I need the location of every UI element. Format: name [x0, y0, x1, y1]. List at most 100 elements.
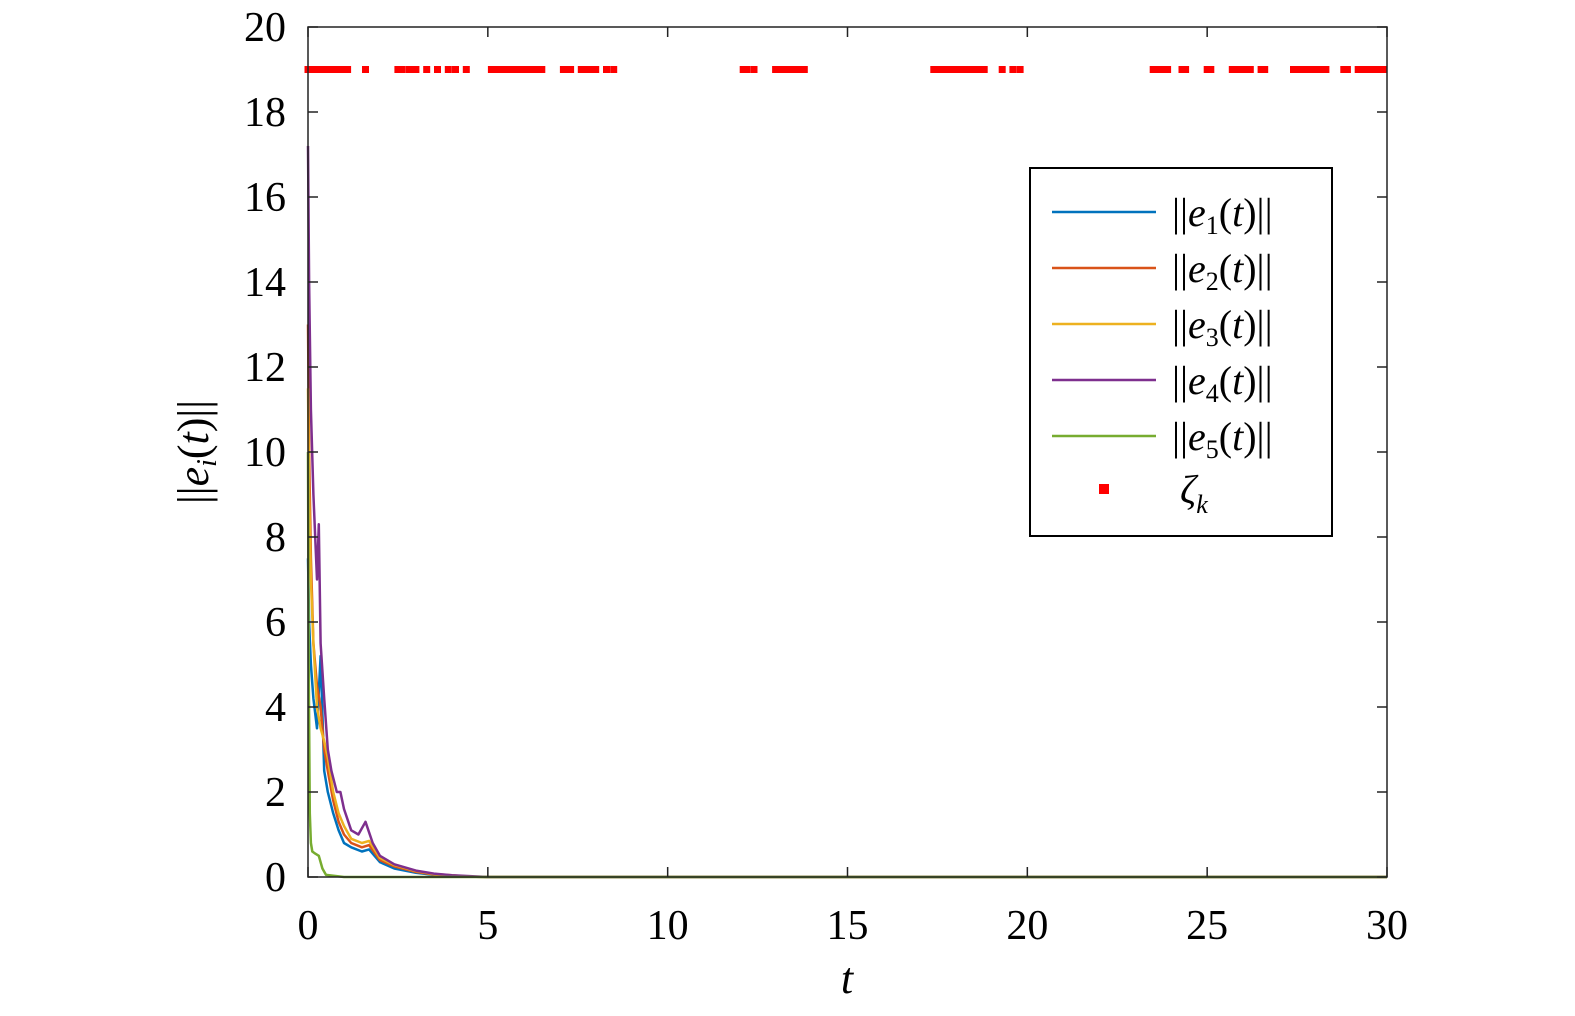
event-marker: [1361, 66, 1369, 73]
event-marker: [1365, 66, 1373, 73]
x-tick-label: 25: [1186, 903, 1228, 949]
event-marker: [394, 66, 402, 73]
event-marker: [588, 66, 596, 73]
x-tick-label: 0: [298, 903, 319, 949]
event-marker: [1322, 66, 1330, 73]
event-marker: [1236, 66, 1243, 73]
event-marker: [1257, 66, 1265, 73]
event-marker: [1300, 66, 1308, 73]
legend-box: [1029, 167, 1333, 537]
event-marker: [772, 66, 780, 73]
event-marker: [538, 66, 546, 73]
legend-swatch-zeta: [1099, 484, 1109, 494]
event-marker: [318, 66, 326, 73]
event-marker: [362, 66, 369, 73]
event-marker: [610, 66, 618, 73]
event-marker: [559, 66, 567, 73]
event-marker: [603, 66, 610, 73]
event-marker: [973, 66, 981, 73]
event-marker: [326, 66, 334, 73]
event-marker: [398, 66, 405, 73]
event-marker: [966, 66, 974, 73]
event-marker: [739, 66, 747, 73]
event-marker: [509, 66, 517, 73]
event-marker: [322, 66, 330, 73]
event-marker: [1379, 66, 1387, 73]
event-marker: [1315, 66, 1323, 73]
x-tick-label: 10: [647, 903, 689, 949]
event-marker: [933, 66, 941, 73]
y-axis-label: ||ei(t)||: [169, 400, 223, 504]
event-marker: [502, 66, 510, 73]
event-marker: [1164, 66, 1172, 73]
event-marker: [405, 66, 413, 73]
event-marker: [408, 66, 416, 73]
event-marker: [1178, 66, 1186, 73]
event-marker: [962, 66, 970, 73]
event-marker: [1246, 66, 1254, 73]
event-marker: [1243, 66, 1251, 73]
legend-label-e5: ||e5(t)||: [1172, 414, 1273, 464]
legend-label-e4: ||e4(t)||: [1172, 358, 1273, 408]
event-marker: [790, 66, 797, 73]
event-marker: [423, 66, 431, 73]
event-marker: [980, 66, 988, 73]
event-marker: [577, 66, 585, 73]
event-marker: [563, 66, 571, 73]
x-tick-label: 30: [1366, 903, 1408, 949]
event-marker: [1149, 66, 1157, 73]
legend-label-zeta: ζk: [1180, 467, 1208, 519]
y-tick-label: 20: [244, 5, 286, 51]
event-marker: [1311, 66, 1319, 73]
event-marker: [782, 66, 790, 73]
event-marker: [1308, 66, 1315, 73]
legend-label-e2: ||e2(t)||: [1172, 246, 1273, 296]
y-tick-label: 10: [244, 430, 286, 476]
y-tick-label: 12: [244, 345, 286, 391]
events-layer: [304, 66, 1387, 73]
x-tick-label: 15: [827, 903, 869, 949]
event-marker: [333, 66, 341, 73]
y-tick-label: 18: [244, 90, 286, 136]
event-marker: [775, 66, 783, 73]
event-marker: [315, 66, 323, 73]
event-marker: [779, 66, 787, 73]
event-marker: [1160, 66, 1168, 73]
event-marker: [581, 66, 589, 73]
event-marker: [311, 66, 319, 73]
event-marker: [1290, 66, 1297, 73]
event-marker: [1369, 66, 1377, 73]
event-marker: [452, 66, 459, 73]
y-tick-label: 4: [265, 685, 286, 731]
event-marker: [495, 66, 503, 73]
event-marker: [412, 66, 420, 73]
event-marker: [1232, 66, 1240, 73]
event-marker: [998, 66, 1006, 73]
event-marker: [308, 66, 316, 73]
event-marker: [344, 66, 352, 73]
event-marker: [1016, 66, 1024, 73]
event-marker: [505, 66, 513, 73]
event-marker: [531, 66, 539, 73]
event-marker: [930, 66, 938, 73]
x-axis-label: t: [841, 954, 855, 1003]
event-marker: [951, 66, 959, 73]
event-marker: [955, 66, 963, 73]
event-marker: [592, 66, 600, 73]
y-tick-label: 8: [265, 515, 286, 561]
event-marker: [1156, 66, 1164, 73]
event-marker: [487, 66, 495, 73]
event-marker: [1293, 66, 1301, 73]
event-marker: [513, 66, 521, 73]
event-marker: [941, 66, 949, 73]
event-marker: [462, 66, 470, 73]
ticks-layer: 0 5 10 15 20 25 30 0 2 4 6 8 10 12 14 16 18 20: [244, 5, 1408, 949]
event-marker: [793, 66, 801, 73]
legend-label-e3: ||e3(t)||: [1172, 302, 1273, 352]
event-marker: [743, 66, 751, 73]
event-marker: [1343, 66, 1351, 73]
x-tick-label: 5: [477, 903, 498, 949]
event-marker: [977, 66, 985, 73]
event-marker: [329, 66, 337, 73]
